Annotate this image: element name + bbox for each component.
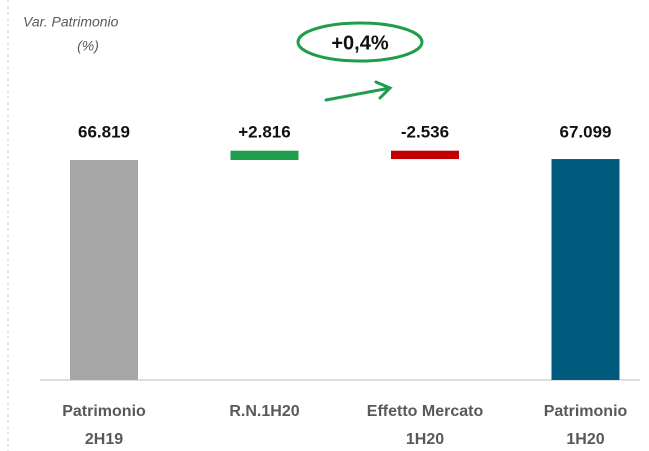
x-tick-label: Effetto Mercato	[367, 403, 484, 420]
chart-subtitle: (%)	[77, 38, 99, 54]
data-label: 67.099	[560, 122, 612, 141]
data-label: -2.536	[401, 122, 449, 141]
bar	[70, 159, 138, 380]
bar	[230, 150, 299, 160]
x-tick-label: 2H19	[85, 431, 123, 448]
chart-title: Var. Patrimonio	[23, 14, 119, 30]
bar	[391, 150, 459, 160]
bar	[551, 159, 620, 380]
x-tick-label: 1H20	[406, 431, 444, 448]
x-tick-label: 1H20	[566, 431, 604, 448]
x-tick-label: Patrimonio	[544, 403, 628, 420]
data-label: +2.816	[238, 122, 290, 141]
x-tick-label: Patrimonio	[62, 403, 146, 420]
data-label: 66.819	[78, 122, 130, 141]
annotation-circle	[296, 21, 424, 63]
x-tick-label: R.N.1H20	[229, 403, 299, 420]
annotation-arrow	[324, 80, 393, 102]
annotation: +0,4%	[331, 32, 388, 54]
